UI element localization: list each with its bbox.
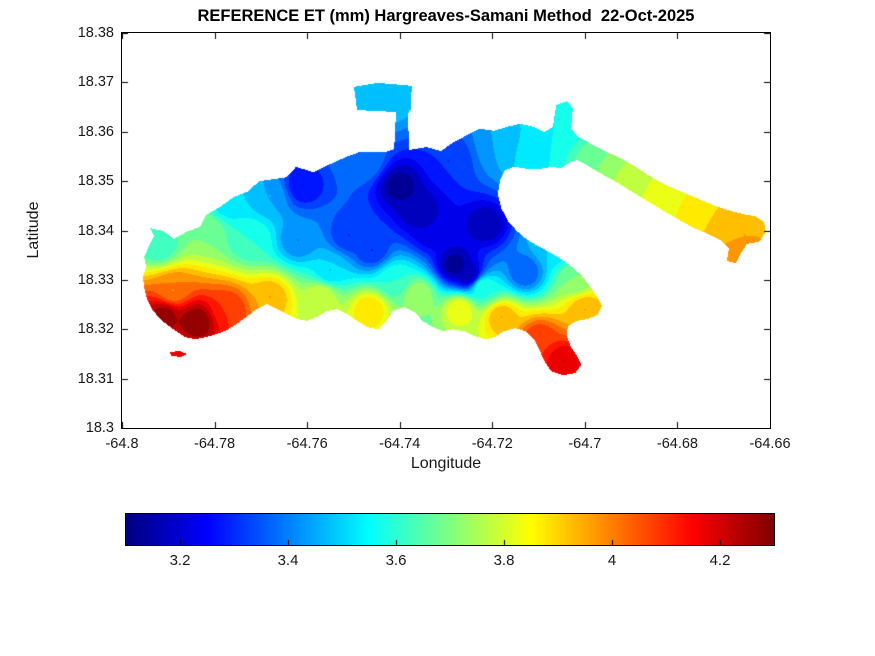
colorbar-tick-label: 3.6 [385, 552, 407, 569]
y-tick-label: 18.38 [77, 25, 114, 41]
y-tick-label: 18.33 [77, 271, 114, 288]
colorbar-tick-label: 3.2 [169, 552, 191, 569]
x-tick-label: -64.74 [379, 436, 421, 452]
x-tick-label: -64.72 [471, 436, 513, 452]
colorbar [125, 513, 775, 546]
y-tick-label: 18.36 [77, 123, 114, 140]
y-axis-label: Latitude [25, 201, 42, 259]
x-tick-label: -64.8 [105, 436, 139, 452]
x-tick-label: -64.78 [194, 436, 236, 452]
x-tick-label: -64.68 [656, 436, 698, 452]
colorbar-tick-label: 4.2 [709, 552, 731, 569]
y-tick-label: 18.37 [77, 74, 114, 91]
y-tick-label: 18.34 [77, 222, 114, 239]
x-tick-label: -64.76 [286, 436, 328, 452]
chart-title: REFERENCE ET (mm) Hargreaves-Samani Meth… [197, 7, 695, 25]
y-tick-label: 18.32 [77, 321, 114, 338]
y-tick-label: 18.35 [77, 173, 114, 190]
x-axis-label: Longitude [410, 455, 482, 472]
colorbar-tick-label: 4 [607, 552, 617, 569]
x-tick-label: -64.66 [749, 436, 791, 452]
x-tick-label: -64.7 [568, 436, 602, 452]
y-tick-label: 18.31 [77, 370, 114, 387]
plot-area [121, 32, 771, 429]
contour-map-canvas [122, 33, 770, 428]
colorbar-tick-label: 3.8 [493, 552, 515, 569]
colorbar-tick-label: 3.4 [277, 552, 299, 569]
y-tick-label: 18.3 [85, 420, 114, 436]
colorbar-canvas [126, 514, 774, 545]
